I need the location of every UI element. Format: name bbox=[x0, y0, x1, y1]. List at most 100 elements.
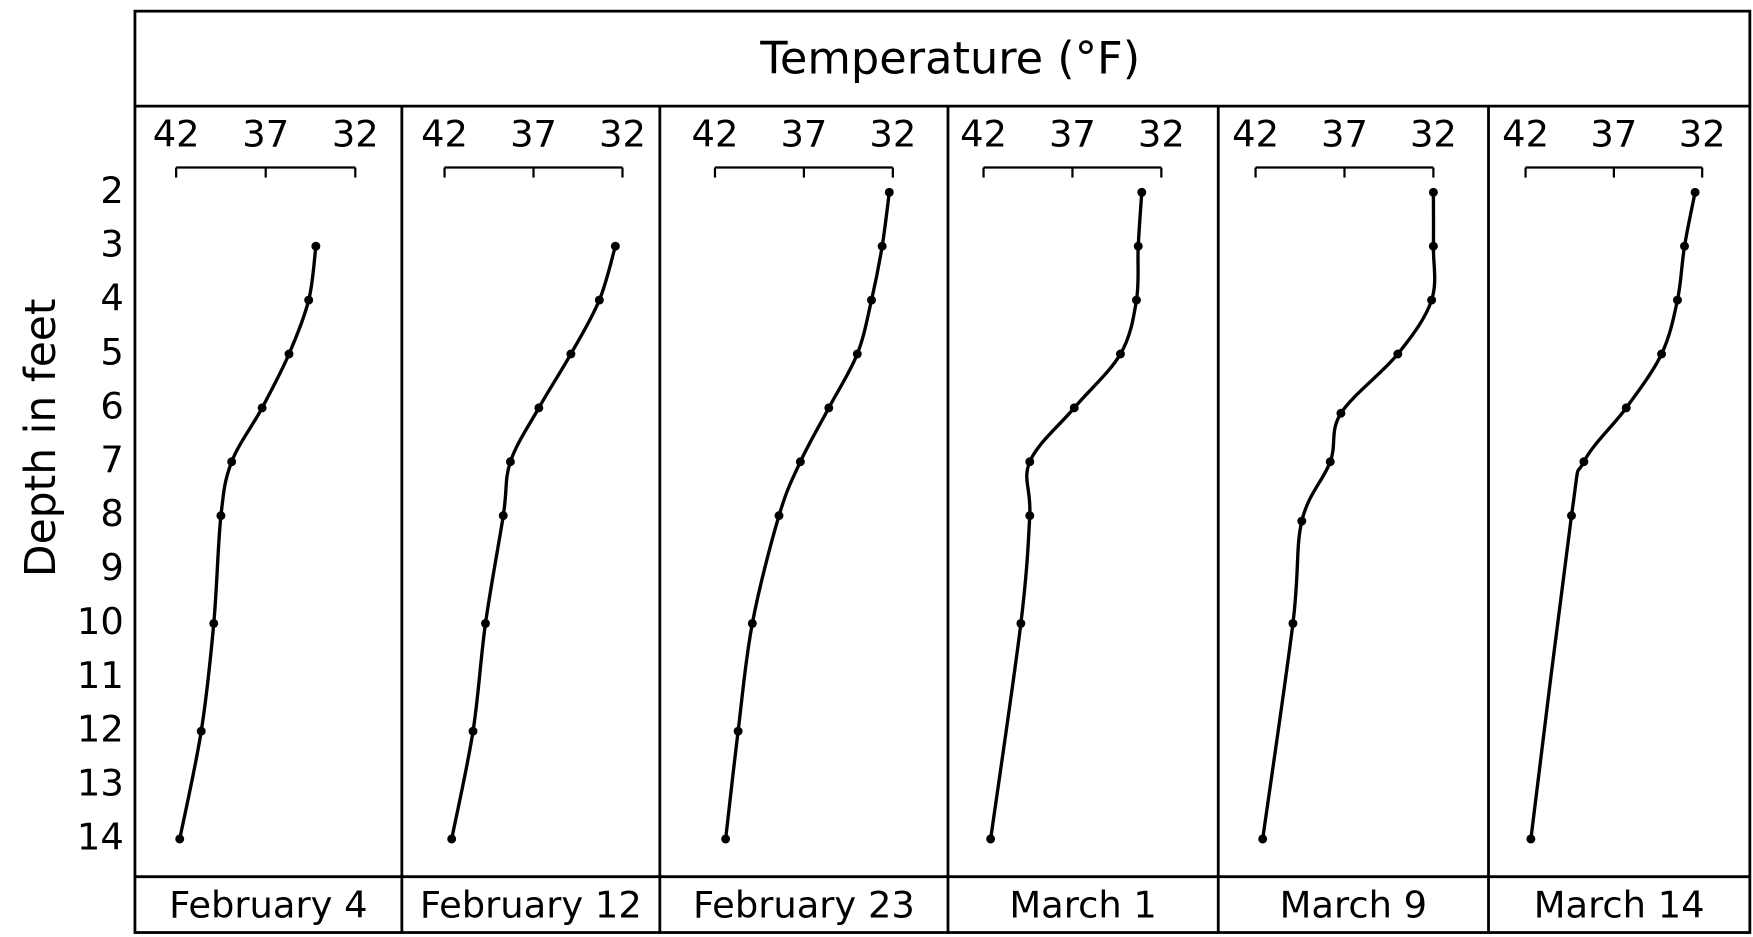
y-tick-label: 10 bbox=[77, 600, 124, 643]
data-point bbox=[610, 241, 620, 251]
x-tick-label: 32 bbox=[1679, 113, 1726, 156]
data-point bbox=[481, 618, 490, 628]
y-tick-label: 8 bbox=[100, 492, 123, 535]
data-point bbox=[721, 834, 731, 844]
data-point bbox=[795, 457, 805, 467]
y-tick-label: 12 bbox=[77, 708, 124, 751]
data-point bbox=[1131, 295, 1141, 305]
x-tick-label: 37 bbox=[510, 113, 557, 156]
data-point bbox=[1016, 618, 1026, 628]
data-point bbox=[1672, 295, 1682, 305]
data-point bbox=[867, 295, 876, 305]
data-point bbox=[1325, 457, 1335, 467]
data-point bbox=[1115, 349, 1125, 359]
x-tick-label: 42 bbox=[1502, 113, 1549, 156]
chart-title: Temperature (°F) bbox=[759, 32, 1140, 84]
data-point bbox=[1288, 618, 1298, 628]
data-point bbox=[1579, 457, 1589, 467]
data-point bbox=[884, 187, 894, 197]
x-tick-label: 42 bbox=[1232, 113, 1279, 156]
data-point bbox=[468, 726, 478, 736]
data-point bbox=[227, 457, 237, 467]
data-point bbox=[747, 618, 757, 628]
panel-title: March 9 bbox=[1280, 883, 1427, 926]
data-point bbox=[257, 403, 267, 413]
x-tick-label: 42 bbox=[692, 113, 739, 156]
data-point bbox=[1297, 516, 1307, 526]
y-tick-label: 11 bbox=[77, 654, 124, 697]
panel-title: February 12 bbox=[420, 883, 642, 926]
data-point bbox=[498, 511, 508, 521]
data-point bbox=[216, 511, 226, 521]
data-point bbox=[505, 457, 515, 467]
y-tick-label: 9 bbox=[100, 546, 123, 589]
data-point bbox=[1621, 403, 1631, 413]
x-tick-label: 32 bbox=[599, 113, 646, 156]
panel-title: March 14 bbox=[1534, 883, 1705, 926]
data-point bbox=[852, 349, 862, 359]
x-tick-label: 37 bbox=[1590, 113, 1637, 156]
data-point bbox=[284, 349, 294, 359]
y-tick-label: 3 bbox=[100, 223, 123, 266]
y-tick-label: 4 bbox=[100, 277, 123, 320]
x-tick-label: 32 bbox=[869, 113, 916, 156]
panel-title: March 1 bbox=[1009, 883, 1156, 926]
data-point bbox=[877, 241, 887, 251]
data-point bbox=[1690, 187, 1700, 197]
data-point bbox=[733, 726, 743, 736]
x-tick-label: 32 bbox=[332, 113, 379, 156]
data-point bbox=[1680, 241, 1689, 251]
profile-line bbox=[1261, 192, 1437, 840]
outer-frame bbox=[133, 9, 1752, 934]
x-tick-label: 42 bbox=[421, 113, 468, 156]
data-point bbox=[566, 349, 576, 359]
profile-line bbox=[1529, 191, 1697, 840]
data-point bbox=[1567, 511, 1576, 521]
data-point bbox=[311, 241, 321, 251]
panel-title: February 4 bbox=[169, 883, 367, 926]
data-point bbox=[986, 834, 996, 844]
y-tick-label: 2 bbox=[100, 169, 123, 212]
x-tick-label: 42 bbox=[960, 113, 1007, 156]
data-point bbox=[175, 834, 185, 844]
data-point bbox=[1428, 187, 1438, 197]
data-point bbox=[447, 834, 457, 844]
profile-line bbox=[723, 192, 891, 840]
y-tick-label: 6 bbox=[100, 384, 123, 427]
y-tick-label: 14 bbox=[77, 815, 124, 858]
data-point bbox=[1069, 403, 1079, 413]
data-point bbox=[1428, 241, 1438, 251]
data-point bbox=[304, 295, 314, 305]
data-point bbox=[1025, 457, 1035, 467]
x-tick-label: 37 bbox=[242, 113, 289, 156]
data-point bbox=[1258, 834, 1268, 844]
data-point bbox=[1133, 241, 1143, 251]
data-point bbox=[1137, 187, 1147, 197]
data-point bbox=[1393, 349, 1403, 359]
data-point bbox=[774, 511, 784, 521]
y-axis-label: Depth in feet bbox=[17, 298, 66, 577]
profile-line bbox=[988, 192, 1144, 840]
panel-title: February 23 bbox=[693, 883, 915, 926]
profile-line bbox=[450, 245, 617, 840]
x-tick-label: 37 bbox=[780, 113, 827, 156]
x-tick-label: 37 bbox=[1049, 113, 1096, 156]
x-tick-label: 32 bbox=[1138, 113, 1185, 156]
x-tick-label: 42 bbox=[153, 113, 200, 156]
profile-line bbox=[178, 245, 318, 840]
data-point bbox=[196, 726, 206, 736]
data-point bbox=[1336, 408, 1346, 418]
data-point bbox=[534, 403, 544, 413]
data-point bbox=[1657, 349, 1667, 359]
y-tick-label: 5 bbox=[100, 330, 123, 373]
x-tick-label: 37 bbox=[1321, 113, 1368, 156]
data-point bbox=[209, 618, 219, 628]
data-point bbox=[594, 295, 604, 305]
x-tick-label: 32 bbox=[1410, 113, 1457, 156]
data-point bbox=[1526, 834, 1536, 844]
data-point bbox=[1025, 511, 1035, 521]
data-point bbox=[824, 403, 834, 413]
data-point bbox=[1427, 295, 1437, 305]
